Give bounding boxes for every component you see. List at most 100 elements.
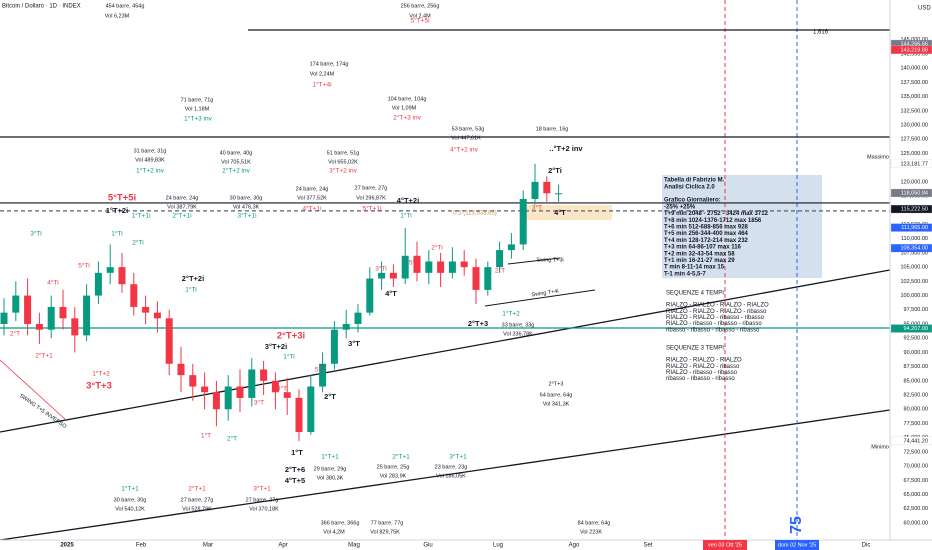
annotation: 4°T [385, 289, 397, 298]
candle-body [59, 306, 67, 319]
annotation: 256 barre, 256g [401, 3, 440, 9]
arrow [507, 257, 561, 265]
annotation: 84 barre, 64g [578, 520, 611, 526]
date-tag-label: dom 02 Nov '25 [778, 542, 816, 548]
candle-body [330, 329, 338, 364]
y-tick-label: 92,500.00 [904, 336, 928, 342]
y-tick-label: 137,500.00 [900, 80, 928, 86]
candle-body [212, 392, 220, 410]
note-line: T+3 min 64-86-107 max 116 [664, 245, 742, 251]
x-tick-label: Dic [862, 543, 871, 549]
annotation: 24 barre, 24g [166, 195, 199, 201]
symbol-title: Bitcoin / Dollaro · 1D · INDEX [2, 4, 81, 10]
annotation: Vol 476,3K [233, 204, 260, 210]
annotation: 3°T+1 [449, 453, 467, 461]
candle-body [142, 306, 150, 313]
annotation: Vol 1,18M [185, 106, 210, 112]
y-tick-label: 120,000.00 [900, 179, 928, 185]
annotation: 1°T [291, 448, 303, 457]
x-tick-label: Set [643, 543, 652, 549]
candle-body [507, 244, 515, 251]
arrow [484, 289, 596, 307]
annotation: 4°Ti [47, 279, 58, 287]
annotation: 454 barre, 454g [106, 3, 145, 9]
annotation: 2°T+3 [468, 319, 488, 328]
annotation: 2°T [227, 435, 237, 443]
note-line: T min 8-11-14 max 15 [664, 265, 725, 271]
annotation: 1°T+2 [92, 370, 110, 378]
annotation: 1°T+1 [121, 485, 139, 493]
annotation: 1°Ti [283, 353, 294, 361]
date-tag [703, 540, 747, 550]
candle-body [413, 255, 421, 273]
annotation: 2°T [10, 330, 20, 338]
x-tick-label: Mag [348, 543, 360, 549]
currency: USD [918, 6, 931, 12]
price-tag-label: 74,441.20 [904, 438, 928, 444]
candle-body [531, 181, 539, 199]
annotation: 4°T+2 inv [450, 146, 478, 154]
note-line: T+2 min 32-43-54 max 58 [664, 251, 735, 257]
annotation: 51 barre, 51g [327, 150, 360, 156]
annotation: 27 barre, 27g [181, 497, 214, 503]
annotation: 25 barre, 25g [377, 464, 410, 470]
candle-body [118, 267, 126, 285]
price-axis [890, 0, 932, 550]
annotation: Massimo [867, 154, 889, 160]
price-tag [890, 204, 932, 214]
candle-body [484, 267, 492, 290]
sequence-line: RIALZO - RIALZO - ribasso - ribasso [666, 315, 765, 321]
annotation: Vol 2,4M [409, 13, 431, 19]
annotation: Vol 377,52K [297, 195, 327, 201]
candle-body [448, 261, 456, 273]
candle-body [307, 386, 315, 432]
annotation: 5°T+5i [410, 17, 429, 25]
annotation: 5°T+5i [108, 193, 136, 204]
price-tag-label: 118,050.84 [901, 190, 928, 196]
note-line: T-1 min 4-5,5-7 [664, 271, 706, 277]
y-tick-label: 105,000.00 [900, 265, 928, 271]
annotation: Vol 283,9K [380, 473, 407, 479]
annotation: 1°T+2 inv [136, 167, 164, 175]
candle-body [283, 392, 291, 398]
price-tag-label: 144,266.66 [900, 41, 928, 47]
candle-body [165, 318, 173, 364]
annotation: 4°T [554, 208, 566, 217]
annotation: 3°Ti [30, 230, 41, 238]
date-tag-label: ven 03 Ott '25 [708, 542, 742, 548]
annotation: 3°T+1i [237, 212, 256, 220]
candle-body [555, 193, 563, 195]
x-tick-label: Apr [278, 543, 287, 549]
annotation: 5°T [315, 366, 325, 374]
y-tick-label: 65,000.00 [904, 492, 928, 498]
candle-body [153, 312, 161, 319]
annotation: 75 [788, 516, 805, 534]
annotation: 0,5 (113,633.85) [453, 211, 497, 217]
y-tick-label: 77,500.00 [904, 421, 928, 427]
annotation: 1°Ti [400, 212, 411, 220]
candle-body [366, 278, 374, 313]
candle-body [319, 363, 327, 387]
annotation: Vol 6,23M [105, 13, 130, 19]
annotation: 4°T+5 [285, 476, 305, 485]
y-tick-label: 132,500.00 [900, 108, 928, 114]
sequence-title: SEQUENZE 4 TEMPI: [666, 291, 726, 297]
annotation: 2°T [324, 392, 336, 401]
y-tick-label: 100,000.00 [900, 293, 928, 299]
plot [0, 29, 890, 442]
annotation: 3°T [532, 204, 542, 212]
annotation: Swing T+3i [536, 257, 563, 263]
candle-body [236, 386, 244, 398]
note-line: T+4 min 128-172-214 max 232 [664, 238, 749, 244]
y-tick-label: 97,500.00 [904, 307, 928, 313]
note-line: T+5 min 256-344-400 max 464 [664, 231, 749, 237]
annotation: Vol 236,78K [503, 331, 533, 337]
candle-body [401, 255, 409, 279]
annotation: 104 barre, 104g [388, 96, 427, 102]
note-line: Grafico Giornaliero: [664, 198, 721, 204]
y-tick-label: 130,000.00 [900, 123, 928, 129]
y-tick-label: 60,000.00 [904, 520, 928, 526]
annotation: 33 barre, 33g [502, 322, 535, 328]
annotation: Vol 223K [580, 529, 602, 535]
